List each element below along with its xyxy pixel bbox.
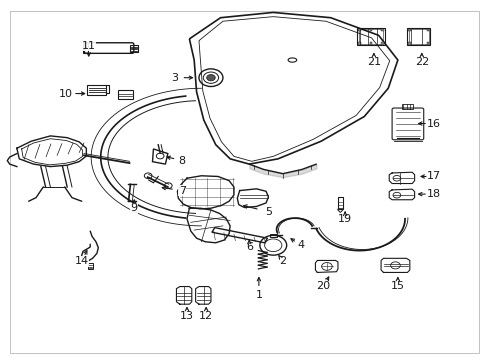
Bar — [269, 234, 276, 237]
Circle shape — [206, 75, 215, 81]
Bar — [426, 42, 428, 45]
Bar — [117, 90, 133, 99]
Bar — [87, 85, 106, 95]
Text: 11: 11 — [81, 41, 96, 51]
Bar — [407, 29, 410, 31]
Text: 2: 2 — [279, 256, 286, 266]
Bar — [407, 42, 410, 45]
Bar — [380, 42, 383, 45]
Text: 17: 17 — [426, 171, 440, 181]
Bar — [369, 29, 372, 31]
Text: 20: 20 — [316, 281, 330, 291]
Text: 19: 19 — [337, 214, 351, 224]
Text: 10: 10 — [59, 89, 73, 99]
Bar — [357, 42, 360, 45]
Bar — [407, 28, 429, 45]
Bar — [380, 29, 383, 31]
Bar — [358, 30, 383, 44]
Text: 12: 12 — [199, 311, 213, 321]
Text: 13: 13 — [180, 311, 194, 321]
Bar — [426, 29, 428, 31]
Text: 6: 6 — [245, 242, 252, 252]
Bar — [408, 30, 428, 44]
Text: 1: 1 — [255, 290, 262, 300]
Text: 21: 21 — [366, 57, 380, 67]
Bar — [402, 104, 413, 109]
Text: 9: 9 — [130, 203, 138, 213]
Text: 22: 22 — [414, 57, 428, 67]
Text: 15: 15 — [390, 281, 404, 291]
Bar — [88, 262, 93, 269]
Text: 5: 5 — [264, 207, 271, 217]
Text: 14: 14 — [74, 256, 88, 266]
Bar — [357, 29, 360, 31]
Text: 16: 16 — [426, 118, 440, 129]
Text: 3: 3 — [171, 73, 178, 83]
Bar — [337, 197, 342, 209]
Bar — [356, 28, 384, 45]
Bar — [82, 43, 88, 53]
Bar — [130, 45, 138, 52]
Text: 4: 4 — [296, 240, 304, 250]
Text: 7: 7 — [178, 186, 185, 195]
Text: 18: 18 — [426, 189, 440, 199]
Bar — [369, 42, 372, 45]
Text: 8: 8 — [178, 156, 185, 166]
